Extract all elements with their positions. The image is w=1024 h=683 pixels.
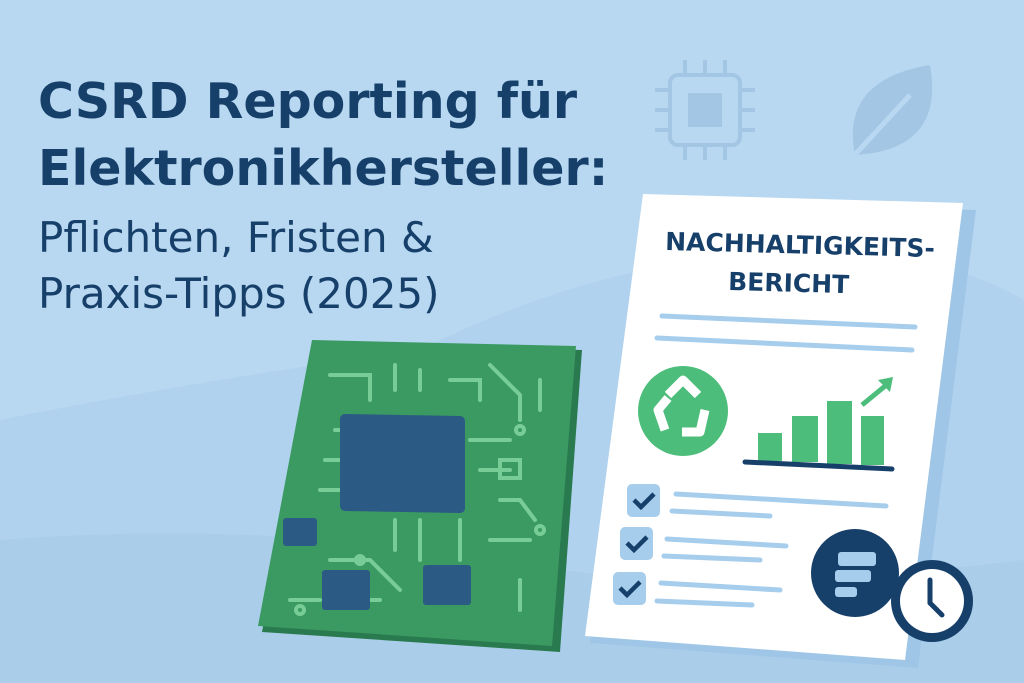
checkbox-check-icon [620, 527, 653, 560]
checkbox-check-icon [627, 484, 660, 517]
bar-chart-up-icon [742, 377, 895, 472]
headline-line-1: CSRD Reporting für [38, 73, 578, 130]
small-chip [423, 565, 471, 605]
microchip-icon [655, 60, 755, 160]
recycle-icon [638, 366, 728, 456]
checkbox-check-icon [613, 572, 646, 605]
clock-icon [891, 560, 973, 642]
headline-line-3: Pflichten, Fristen & [38, 213, 434, 262]
report-title-line-2: BERICHT [728, 267, 850, 299]
report-title-line-1: NACHHALTIGKEITS- [665, 227, 935, 263]
small-chip [322, 570, 370, 610]
checklist [613, 484, 889, 608]
headline-line-4: Praxis-Tipps (2025) [38, 269, 440, 318]
leaf-icon [848, 65, 933, 162]
document-stack-icon [811, 529, 899, 617]
small-chip [283, 518, 317, 546]
circuit-board [258, 340, 582, 652]
sustainability-report: NACHHALTIGKEITS- BERICHT [585, 194, 976, 668]
main-chip [340, 414, 465, 514]
headline-line-2: Elektronikhersteller: [38, 140, 608, 197]
